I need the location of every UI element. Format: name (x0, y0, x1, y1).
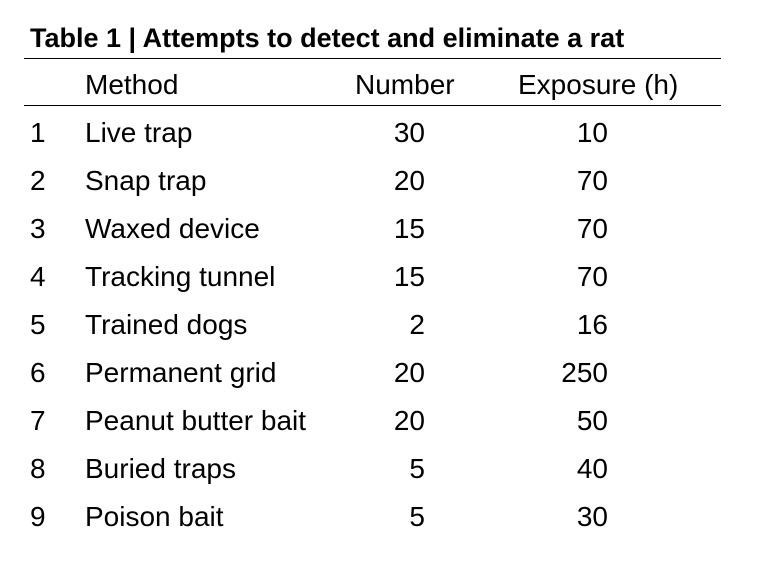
header-method: Method (85, 69, 179, 100)
row-method: Permanent grid (85, 357, 277, 388)
row-number: 5 (409, 453, 425, 484)
table-title: Table 1 | Attempts to detect and elimina… (30, 23, 625, 53)
row-exposure: 70 (576, 165, 608, 196)
row-exposure: 70 (576, 213, 608, 244)
row-index: 6 (30, 357, 46, 388)
row-method: Trained dogs (85, 309, 248, 340)
header-number: Number (355, 69, 455, 100)
row-number: 20 (393, 165, 425, 196)
table-header: Method Number Exposure (h) (0, 61, 758, 109)
row-number: 20 (393, 357, 425, 388)
row-exposure: 50 (576, 405, 608, 436)
row-index: 8 (30, 453, 46, 484)
row-method: Snap trap (85, 165, 207, 196)
row-number: 15 (393, 213, 425, 244)
header-rule (24, 105, 721, 106)
header-exposure: Exposure (h) (518, 69, 679, 100)
table-row: 4 Tracking tunnel 15 70 (0, 253, 758, 301)
row-number: 5 (409, 501, 425, 532)
row-index: 1 (30, 117, 46, 148)
row-index: 9 (30, 501, 46, 532)
table-row: 5 Trained dogs 2 16 (0, 301, 758, 349)
row-exposure: 16 (576, 309, 608, 340)
top-rule (24, 58, 721, 59)
row-method: Tracking tunnel (85, 261, 276, 292)
row-method: Buried traps (85, 453, 236, 484)
row-number: 30 (393, 117, 425, 148)
table-row: 6 Permanent grid 20 250 (0, 349, 758, 397)
row-index: 7 (30, 405, 46, 436)
row-exposure: 250 (561, 357, 608, 388)
table-row: 3 Waxed device 15 70 (0, 205, 758, 253)
row-number: 20 (393, 405, 425, 436)
table-row: 2 Snap trap 20 70 (0, 157, 758, 205)
row-index: 4 (30, 261, 46, 292)
table-row: 9 Poison bait 5 30 (0, 493, 758, 541)
row-exposure: 10 (576, 117, 608, 148)
row-exposure: 70 (576, 261, 608, 292)
row-method: Peanut butter bait (85, 405, 307, 436)
row-index: 2 (30, 165, 46, 196)
row-exposure: 40 (576, 453, 608, 484)
row-method: Poison bait (85, 501, 224, 532)
row-number: 2 (409, 309, 425, 340)
table-row: 1 Live trap 30 10 (0, 109, 758, 157)
row-method: Waxed device (85, 213, 260, 244)
row-index: 3 (30, 213, 46, 244)
table-row: 7 Peanut butter bait 20 50 (0, 397, 758, 445)
row-exposure: 30 (576, 501, 608, 532)
table-row: 8 Buried traps 5 40 (0, 445, 758, 493)
row-index: 5 (30, 309, 46, 340)
row-number: 15 (393, 261, 425, 292)
row-method: Live trap (85, 117, 193, 148)
